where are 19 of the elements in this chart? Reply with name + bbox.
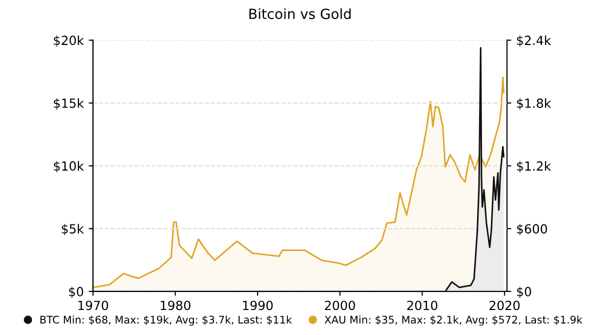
y-tick-label: $5k: [62, 224, 84, 236]
legend-label: BTC Min: $68, Max: $19k, Avg: $3.7k, Last: $11k: [40, 316, 292, 326]
y-tick-label: $15k: [54, 98, 84, 110]
x-tick-label: 1970: [78, 300, 108, 310]
x-tick-label: 2010: [407, 300, 438, 310]
x-tick-label: 2000: [324, 300, 355, 310]
y2-tick-label: $1.8k: [517, 98, 552, 110]
y-tick-label: $20k: [54, 35, 84, 47]
y-tick-label: $10k: [54, 161, 84, 172]
x-tick-label: 2020: [490, 300, 520, 310]
x-tick-label: 1990: [243, 300, 273, 310]
x-tick-label: 1980: [160, 300, 190, 310]
y2-tick-label: $600: [517, 224, 548, 236]
legend-label: XAU Min: $35, Max: $2.1k, Avg: $572, Last: $1.9k: [324, 316, 582, 326]
y-tick-label: $0: [69, 286, 84, 298]
y2-tick-label: $1.2k: [517, 161, 552, 172]
chart-title: Bitcoin vs Gold: [249, 8, 351, 20]
y2-tick-label: $0: [517, 286, 532, 298]
y2-tick-label: $2.4k: [517, 35, 552, 47]
